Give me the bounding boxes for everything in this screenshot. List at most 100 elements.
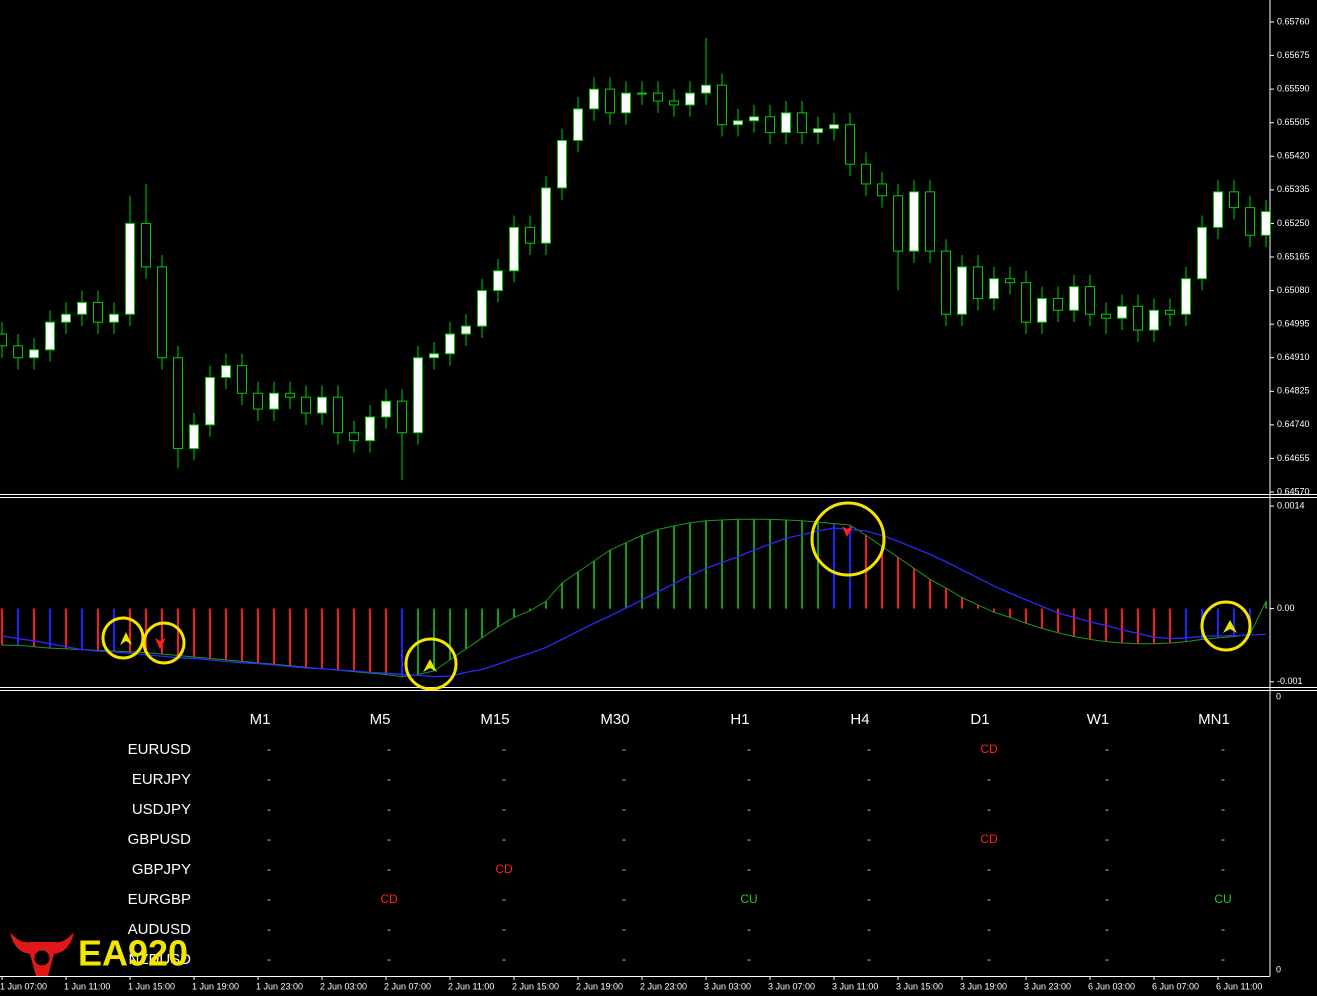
candle-body [253,392,263,410]
signal-cell: - [1221,952,1225,966]
candle-body [429,353,439,359]
signal-cell: - [267,832,271,846]
candle-body [1133,305,1143,331]
x-tick-label: 3 Jun 15:00 [896,981,943,991]
signal-cell: - [867,742,871,756]
signal-cell: - [747,832,751,846]
signal-cell: - [502,802,506,816]
signal-arrows [120,526,1237,672]
candle-body [285,392,295,398]
candle-body [381,400,391,418]
y-tick-label: 0.65165 [1277,251,1310,261]
candle-body [1197,226,1207,280]
signal-cell: - [622,922,626,936]
candle-body [1229,191,1239,209]
signal-cell: - [267,802,271,816]
column-header: H4 [850,711,869,728]
candle-body [77,301,87,315]
signal-cell: - [387,922,391,936]
signal-cell: - [387,772,391,786]
candle-body [1005,278,1015,284]
signal-cell: CU [740,892,757,906]
candle-body [349,432,359,442]
highlight-circle [142,621,186,665]
signal-cell: - [867,922,871,936]
row-symbol: GBPUSD [128,831,192,848]
row-symbol: EURGBP [128,891,191,908]
signal-cell: - [747,862,751,876]
highlight-circle [1200,600,1252,652]
signal-cell: - [387,802,391,816]
candle-body [765,116,775,134]
candle-body [1053,297,1063,311]
signal-cell: - [1105,892,1109,906]
signal-cell: - [502,772,506,786]
candle-body [1069,286,1079,311]
candle-body [109,313,119,323]
x-tick-label: 1 Jun 19:00 [192,981,239,991]
signal-cell: CD [980,832,998,846]
x-tick-label: 1 Jun 11:00 [64,981,110,991]
down-arrow [155,638,166,649]
candle-body [1117,305,1127,319]
x-tick-label: 6 Jun 03:00 [1088,981,1135,991]
highlight-circle [404,637,458,691]
signal-cell: - [267,952,271,966]
candle-body [781,112,791,134]
y-tick-label: -0.001 [1277,676,1303,686]
row-symbol: GBPJPY [132,861,191,878]
signal-cell: - [502,742,506,756]
signal-cell: - [1105,862,1109,876]
candle-body [397,400,407,434]
candle-body [301,396,311,414]
candle-body [29,349,39,359]
signal-cell: - [622,832,626,846]
candle-body [509,226,519,272]
signal-cell: - [387,742,391,756]
signal-cell: - [1105,952,1109,966]
signal-cell: - [1221,802,1225,816]
column-header: D1 [970,711,989,728]
candle-body [701,84,711,94]
candle-body [877,183,887,197]
candle-body [989,278,999,299]
signal-cell: - [502,892,506,906]
candle-body [637,92,647,95]
signal-cell: - [1221,832,1225,846]
x-tick-label: 3 Jun 19:00 [960,981,1007,991]
highlight-circle [101,616,145,660]
y-tick-label: 0.65250 [1277,218,1310,228]
y-tick-label: 0.64740 [1277,419,1310,429]
signal-cell: - [1105,832,1109,846]
y-tick-label: 0.65675 [1277,50,1310,60]
candle-body [717,84,727,126]
column-header: H1 [730,711,749,728]
candle-body [1261,211,1271,236]
candle-body [13,345,23,359]
row-symbol: EURJPY [132,771,191,788]
x-tick-label: 3 Jun 23:00 [1024,981,1071,991]
signal-cell: - [1105,802,1109,816]
up-arrow [1223,620,1237,633]
candle-body [493,270,503,292]
signal-cell: - [867,832,871,846]
candle-body [477,290,487,327]
column-header: M15 [480,711,509,728]
x-tick-label: 3 Jun 03:00 [704,981,751,991]
candle-body [1101,313,1111,319]
candle-body [221,365,231,378]
signal-cell: - [1221,922,1225,936]
candle-body [589,88,599,110]
y-tick-label: 0.64910 [1277,352,1310,362]
signal-cell: - [267,862,271,876]
signal-cell: - [867,892,871,906]
signal-cell: - [867,772,871,786]
logo-icon [31,947,53,969]
x-tick-label: 2 Jun 15:00 [512,981,559,991]
candle-body [1037,297,1047,323]
candle-body [461,325,471,335]
candle-body [317,396,327,414]
y-tick-label: 0 [1276,964,1281,974]
candle-body [813,128,823,134]
